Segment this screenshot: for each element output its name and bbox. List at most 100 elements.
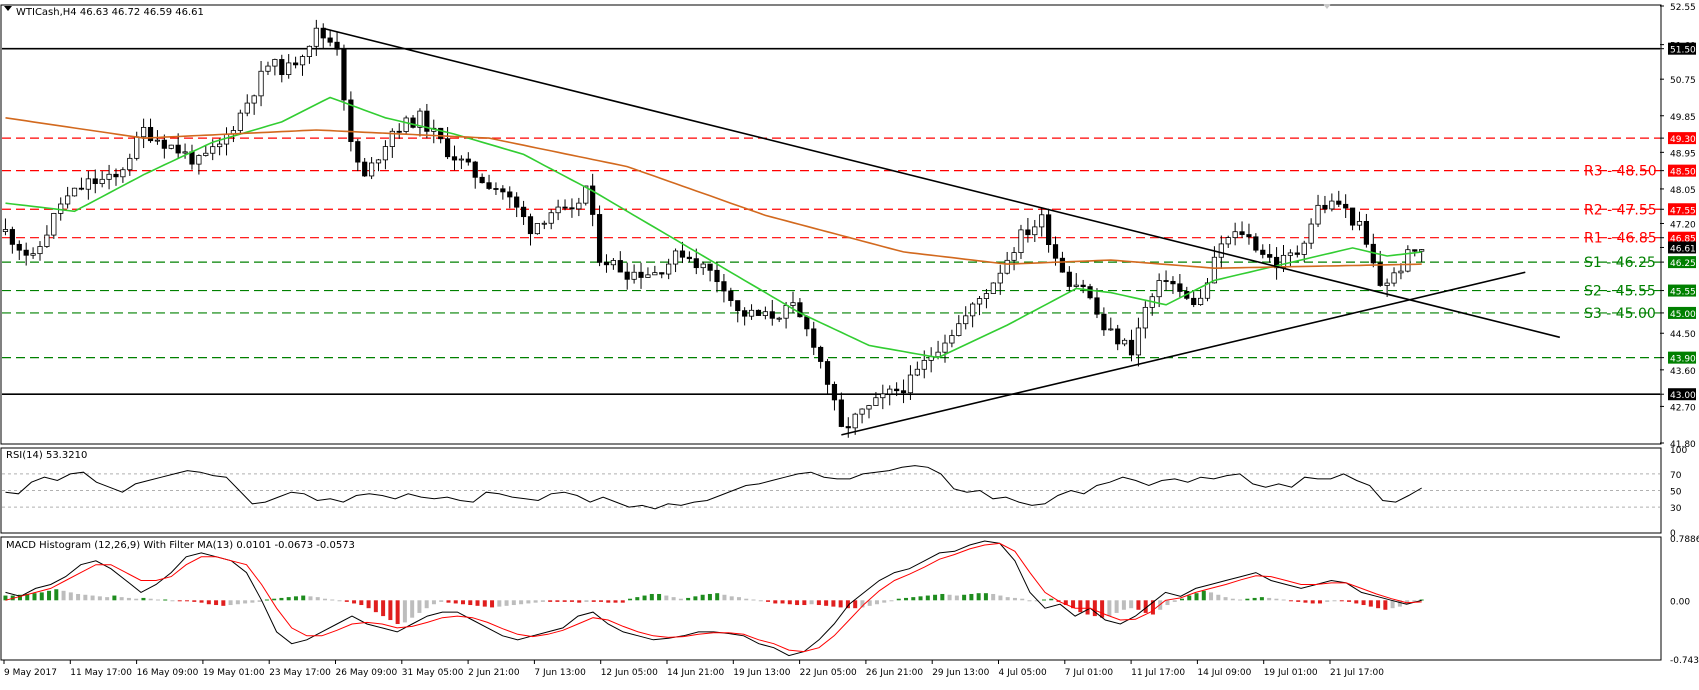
candle-body — [541, 222, 547, 225]
macd-bar — [155, 599, 160, 601]
candle-body — [956, 323, 962, 336]
macd-bar — [323, 598, 328, 601]
candle-body — [23, 249, 29, 256]
candle-body — [203, 152, 209, 156]
macd-bar — [286, 597, 291, 601]
macd-bar — [228, 600, 233, 606]
candle-body — [907, 374, 914, 394]
price-tag-label: 47.55 — [1670, 206, 1696, 216]
candle-body — [728, 290, 734, 301]
candle-body — [424, 110, 430, 132]
macd-bar — [882, 600, 887, 603]
macd-bar — [424, 600, 429, 609]
macd-bar — [562, 600, 567, 602]
candle-body — [590, 185, 596, 215]
macd-bar — [758, 600, 763, 602]
macd-bar — [1332, 600, 1337, 602]
macd-main-line[interactable] — [5, 540, 1422, 657]
candle-body — [1025, 229, 1031, 236]
candle-body — [1391, 272, 1397, 284]
macd-bar — [1390, 600, 1395, 609]
candle-body — [1052, 244, 1059, 259]
candle-body — [790, 302, 796, 306]
candle-body — [396, 130, 402, 133]
time-tick-label: 19 Jun 13:00 — [733, 668, 790, 678]
candle-body — [935, 351, 941, 358]
macd-bar — [1354, 600, 1359, 604]
ma-slow-line[interactable] — [5, 117, 1422, 270]
macd-bar — [381, 600, 386, 617]
macd-bar — [1245, 598, 1250, 601]
rsi-line[interactable] — [5, 465, 1422, 510]
candle-body — [355, 141, 361, 163]
candle-body — [887, 388, 893, 395]
candle-body — [196, 155, 202, 165]
macd-bar — [1419, 599, 1424, 601]
price-tag-box — [1668, 284, 1696, 297]
macd-bar — [533, 600, 538, 603]
candle-body — [1197, 297, 1204, 306]
candle-body — [293, 62, 299, 66]
price-tick-label: 49.85 — [1670, 113, 1696, 123]
trendline-uptrend[interactable] — [841, 271, 1526, 436]
macd-bar — [439, 600, 444, 602]
trendline-downtrend[interactable] — [323, 27, 1561, 339]
candle-body — [1349, 207, 1356, 226]
price-tag-label: 48.50 — [1670, 168, 1696, 178]
macd-bar — [577, 600, 582, 603]
candle-body — [168, 144, 174, 149]
candle-body — [721, 281, 727, 292]
macd-bar — [235, 600, 240, 605]
candle-body — [769, 311, 775, 319]
time-tick-label: 16 May 09:00 — [137, 668, 199, 678]
macd-bar — [1121, 600, 1126, 610]
level-label-46.25: S1 - 46.25 — [1584, 255, 1656, 271]
candle-body — [1232, 231, 1238, 238]
candle-body — [154, 139, 161, 142]
price-tick-label: 47.20 — [1670, 220, 1696, 230]
macd-bar — [279, 597, 284, 601]
candle-body — [838, 399, 844, 427]
macd-bar — [838, 600, 843, 608]
macd-bar — [1194, 593, 1199, 601]
scroll-marker-icon[interactable] — [1323, 4, 1331, 9]
candle-body — [182, 151, 188, 154]
macd-signal-line[interactable] — [5, 542, 1422, 653]
price-title: WTICash,H4 46.63 46.72 46.59 46.61 — [16, 7, 204, 18]
price-tick-label: 43.60 — [1670, 367, 1696, 377]
candle-body — [548, 212, 554, 224]
macd-bar — [1412, 600, 1417, 602]
macd-bar — [366, 600, 371, 609]
candle-body — [1225, 237, 1231, 245]
candle-body — [217, 143, 223, 148]
candle-body — [120, 169, 126, 178]
time-tick-label: 14 Jun 21:00 — [667, 668, 724, 678]
candle-body — [71, 187, 78, 197]
price-tick-label: 52.55 — [1670, 3, 1696, 13]
price-tag-label: 45.55 — [1670, 288, 1696, 298]
macd-bar — [497, 600, 502, 607]
macd-bar — [1274, 598, 1279, 601]
candle-body — [672, 250, 679, 265]
candle-body — [1356, 220, 1363, 226]
candle-body — [1018, 229, 1024, 253]
price-tag-box — [1668, 388, 1696, 401]
chevron-down-icon[interactable] — [4, 6, 12, 11]
candle-body — [555, 206, 561, 214]
macd-bar — [1042, 599, 1047, 601]
candle-body — [859, 408, 865, 415]
candle-body — [189, 151, 195, 165]
macd-bar — [1216, 594, 1221, 601]
macd-bar — [795, 600, 800, 606]
macd-bar — [221, 600, 226, 606]
macd-bar — [925, 595, 930, 601]
price-panel — [0, 4, 1662, 445]
candle-body — [700, 263, 706, 269]
candle-body — [479, 176, 485, 184]
macd-bar — [787, 600, 792, 605]
macd-bar — [707, 593, 712, 601]
macd-bar — [264, 599, 269, 601]
candle-body — [880, 393, 886, 399]
